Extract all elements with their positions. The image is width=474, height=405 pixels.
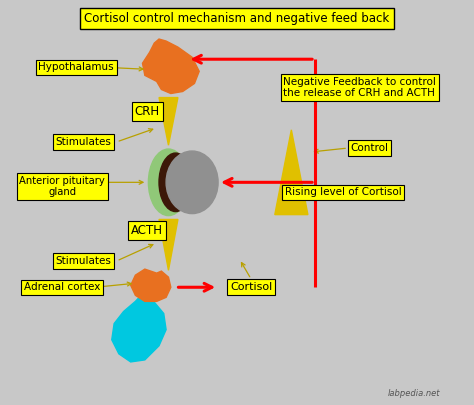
Text: ACTH: ACTH [131,224,163,237]
Text: Stimulates: Stimulates [55,137,111,147]
Polygon shape [131,269,171,301]
Text: Adrenal cortex: Adrenal cortex [24,282,100,292]
Ellipse shape [148,149,189,215]
Polygon shape [112,291,166,362]
Text: CRH: CRH [135,105,160,118]
Text: Cortisol control mechanism and negative feed back: Cortisol control mechanism and negative … [84,13,390,26]
Polygon shape [159,220,178,270]
Text: Control: Control [350,143,388,153]
Ellipse shape [159,153,192,211]
Text: Negative Feedback to control
the release of CRH and ACTH: Negative Feedback to control the release… [283,77,436,98]
Polygon shape [159,98,178,145]
Text: Hypothalamus: Hypothalamus [38,62,114,72]
Text: Stimulates: Stimulates [55,256,111,266]
Text: labpedia.net: labpedia.net [388,389,440,398]
Text: Anterior pituitary
gland: Anterior pituitary gland [19,175,105,197]
Polygon shape [275,130,308,215]
Text: Cortisol: Cortisol [230,282,272,292]
Text: Rising level of Cortisol: Rising level of Cortisol [285,188,401,197]
Ellipse shape [166,151,218,213]
Polygon shape [143,39,199,94]
